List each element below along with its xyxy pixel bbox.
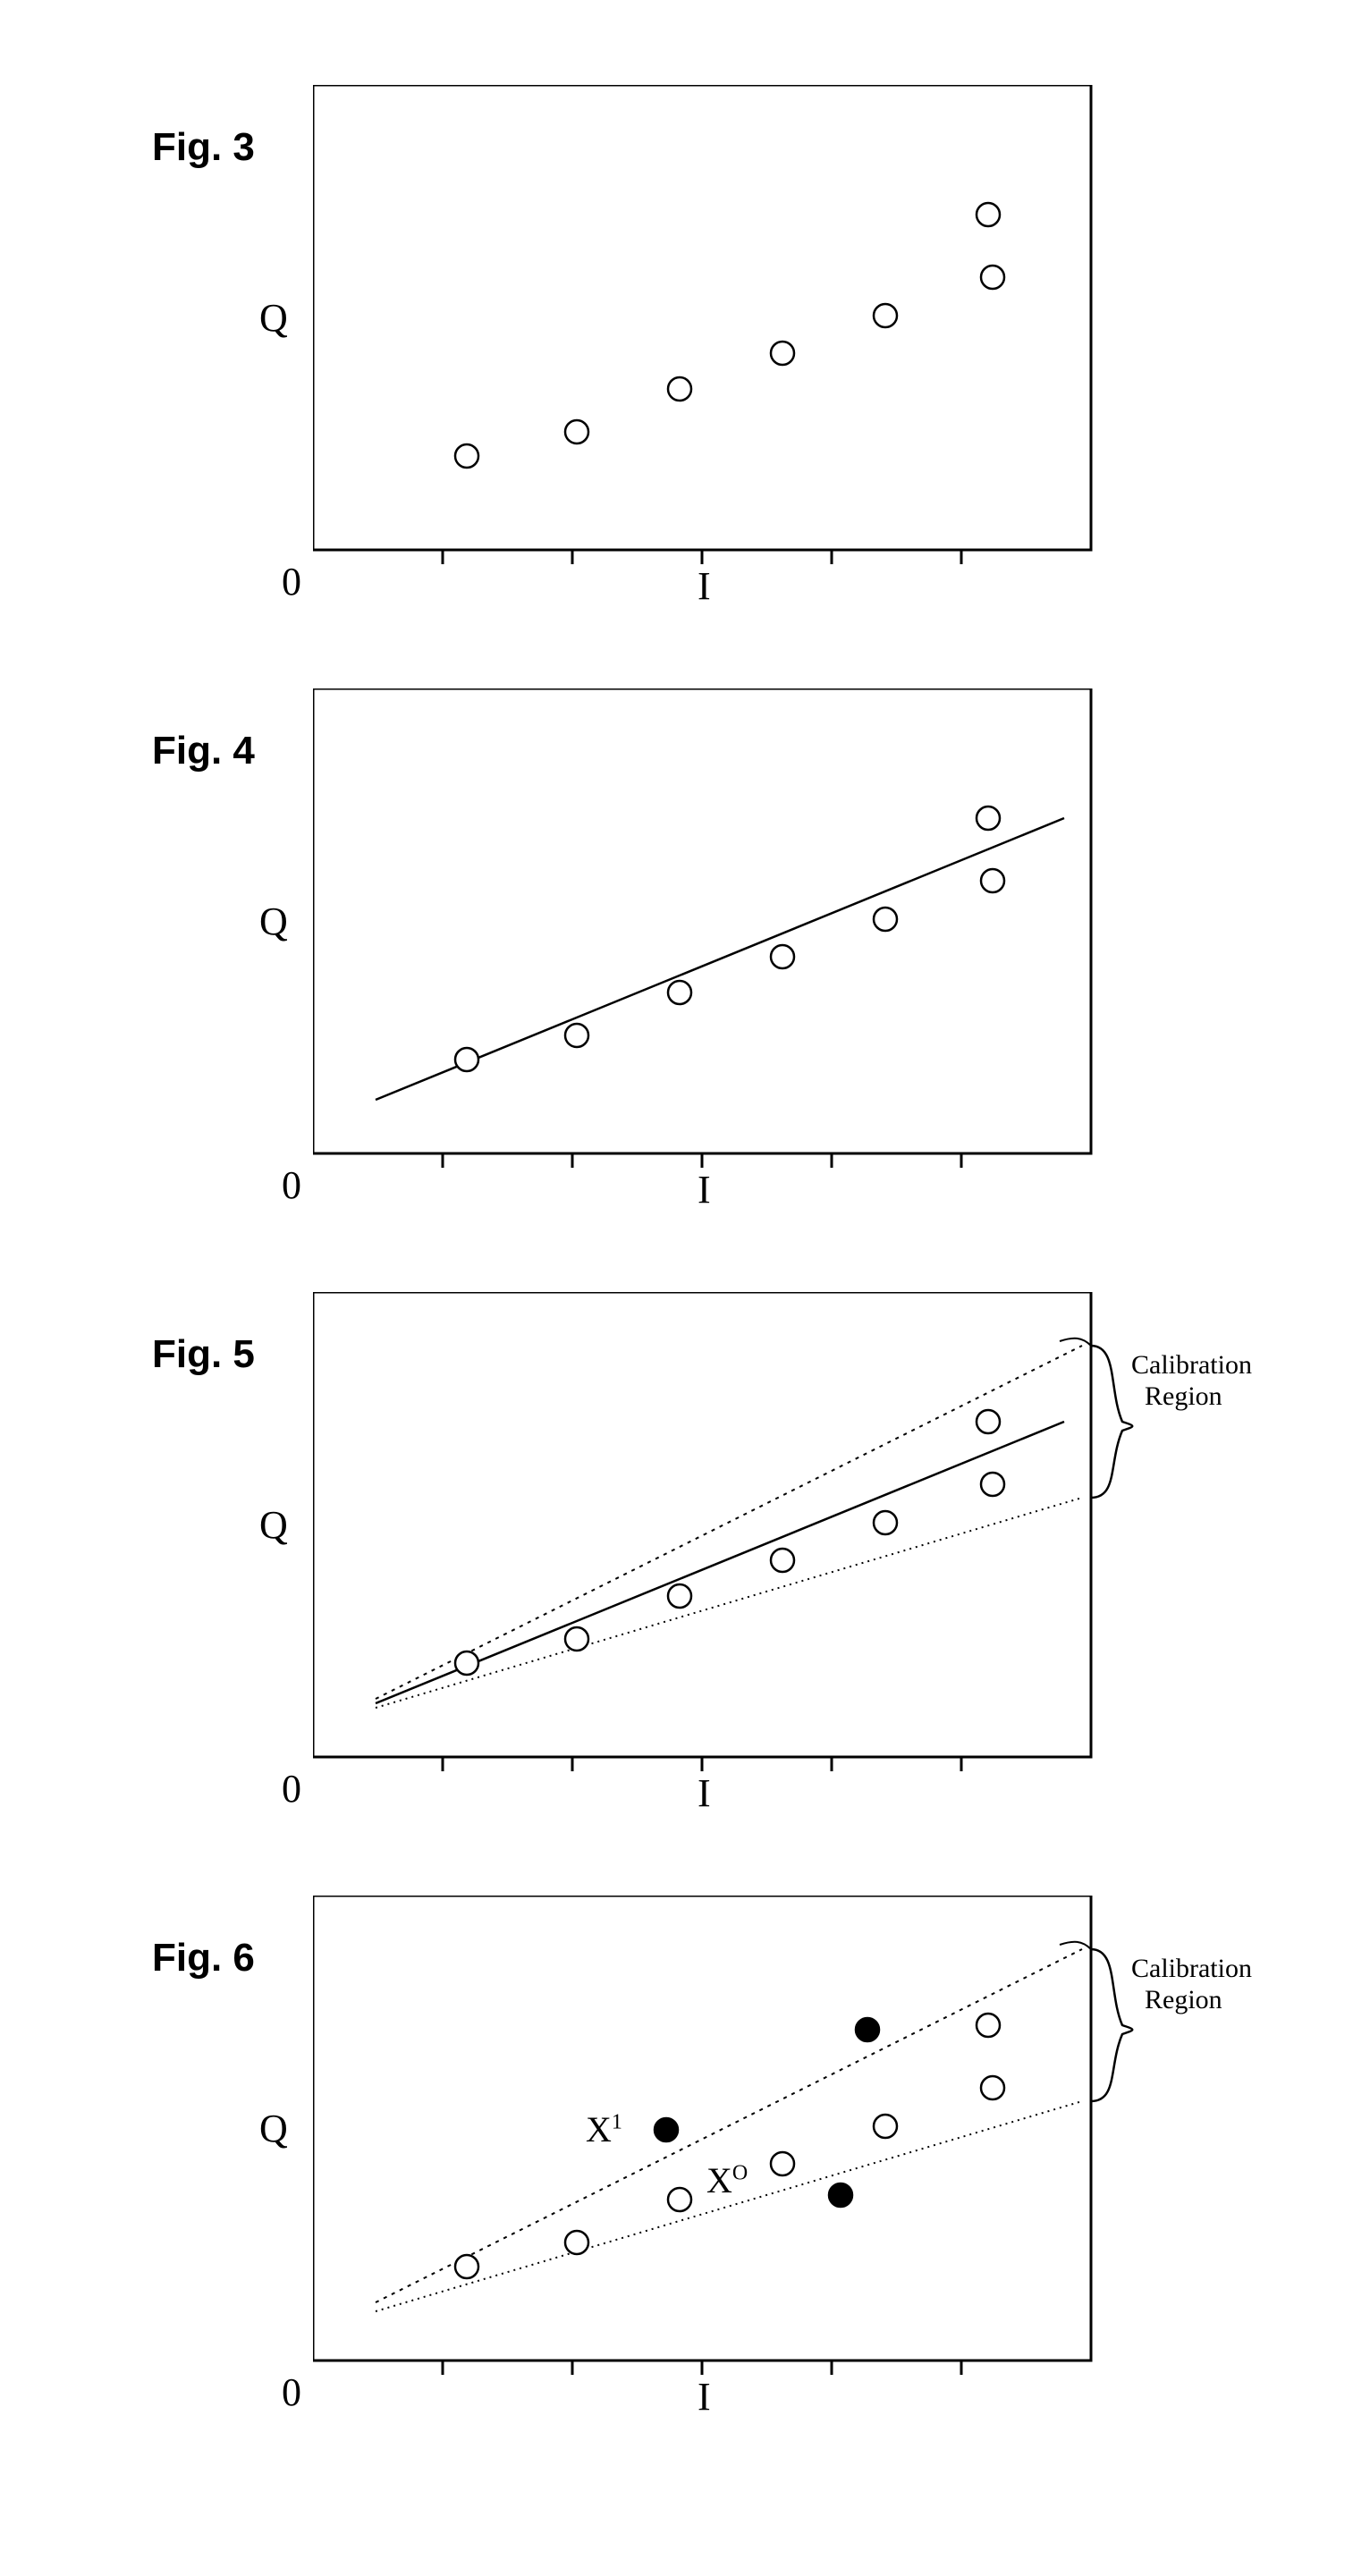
fig4-svg — [313, 688, 1189, 1216]
fig3-label: Fig. 3 — [152, 125, 255, 170]
x1-sup: 1 — [612, 2111, 622, 2134]
fig5-origin: 0 — [282, 1766, 301, 1812]
fig3-ylabel: Q — [259, 295, 288, 341]
fig6-plot: Q 0 I Calibration Region X1 XO — [313, 1896, 1279, 2423]
fig6-x1-label: X1 — [586, 2108, 622, 2150]
x1-base: X — [586, 2109, 612, 2149]
fig6-calib-2: Region — [1145, 1985, 1222, 2015]
fig5-ylabel: Q — [259, 1502, 288, 1548]
fig4-origin: 0 — [282, 1162, 301, 1208]
fig6-x0-label: XO — [706, 2159, 748, 2201]
fig6-calib-1: Calibration — [1131, 1954, 1252, 1984]
fig5-label: Fig. 5 — [152, 1332, 255, 1377]
fig5-calib-2: Region — [1145, 1381, 1222, 1412]
fig4-label: Fig. 4 — [152, 729, 255, 773]
page: Fig. 3 Q 0 I Fig. 4 — [0, 0, 1353, 2576]
fig5-calib-1: Calibration — [1131, 1350, 1252, 1381]
fig5-plot: Q 0 I Calibration Region — [313, 1292, 1279, 1820]
fig6-label: Fig. 6 — [152, 1936, 255, 1981]
fig3-origin: 0 — [282, 559, 301, 604]
fig6-xlabel: I — [698, 2374, 711, 2420]
x0-sup: O — [732, 2162, 748, 2185]
x0-base: X — [706, 2160, 732, 2200]
fig4-xlabel: I — [698, 1167, 711, 1212]
fig3-xlabel: I — [698, 563, 711, 609]
fig3-plot: Q 0 I — [313, 85, 1189, 612]
fig6-origin: 0 — [282, 2369, 301, 2415]
fig4-plot: Q 0 I — [313, 688, 1189, 1216]
fig3-svg — [313, 85, 1189, 612]
fig6-ylabel: Q — [259, 2106, 288, 2151]
fig5-xlabel: I — [698, 1770, 711, 1816]
fig4-ylabel: Q — [259, 899, 288, 944]
